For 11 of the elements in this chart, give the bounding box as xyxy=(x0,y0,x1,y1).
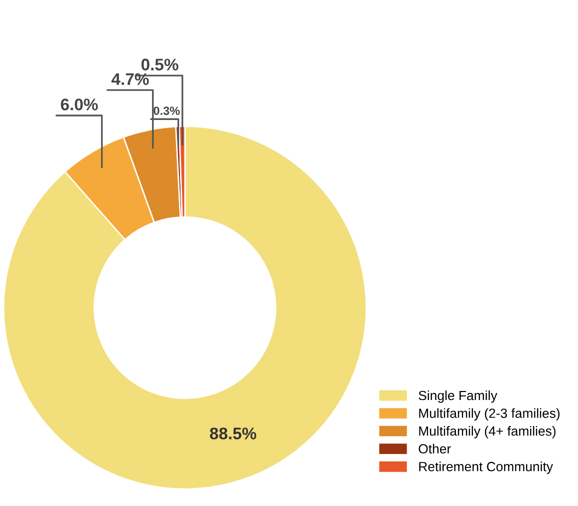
legend-label: Retirement Community xyxy=(419,462,554,474)
legend-label: Single Family xyxy=(418,390,498,403)
data-label: 88.5% xyxy=(210,428,256,440)
data-label: 0.5% xyxy=(141,58,178,70)
legend-label: Other xyxy=(418,444,451,454)
legend-label: Multifamily (4+ families) xyxy=(419,426,556,438)
data-label: 6.0% xyxy=(60,98,98,110)
donut-slice xyxy=(2,126,367,490)
data-label: 4.7% xyxy=(112,73,149,85)
legend-label: Multifamily (2-3 families) xyxy=(419,408,560,421)
data-label: 0.3% xyxy=(154,106,180,115)
